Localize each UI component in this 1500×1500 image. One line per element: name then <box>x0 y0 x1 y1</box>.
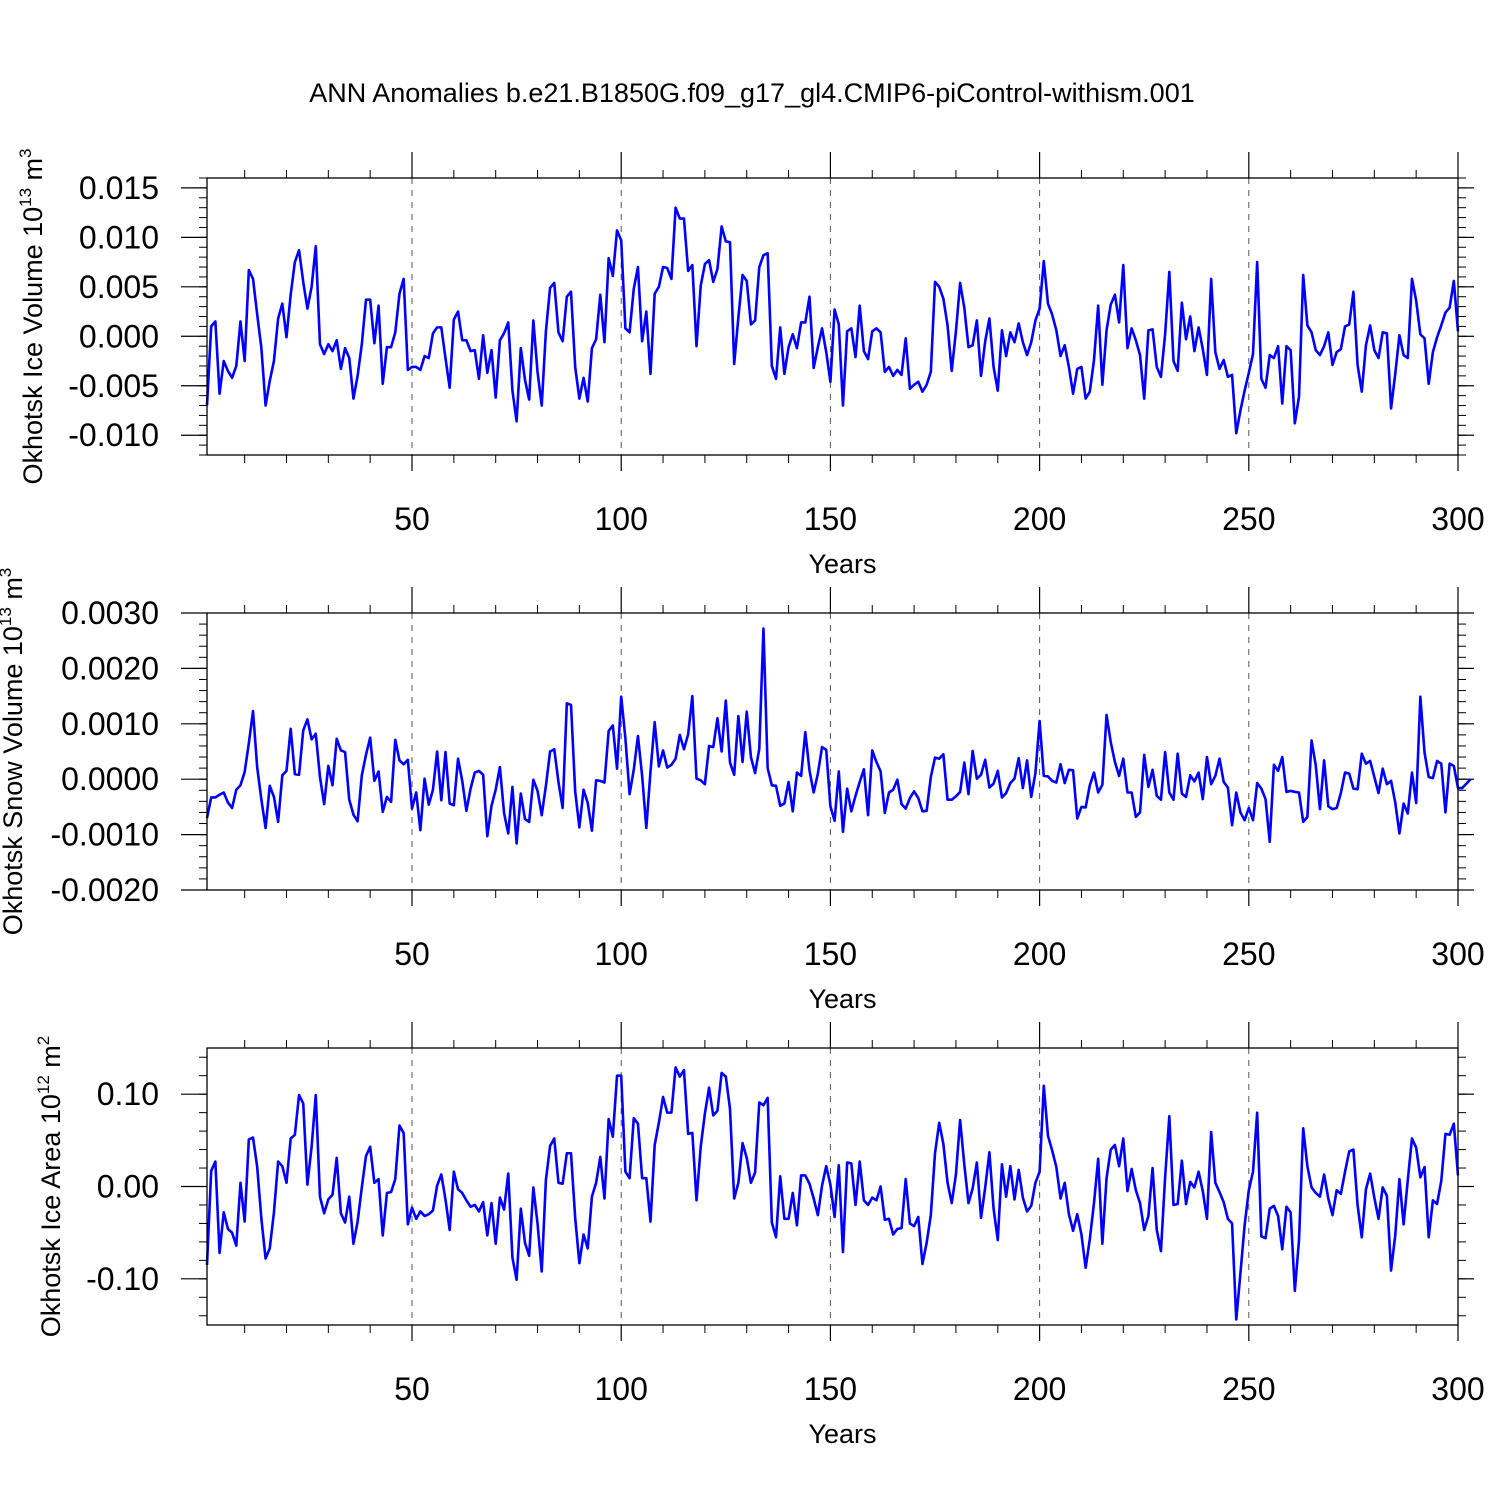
x-tick-label: 200 <box>1013 1371 1066 1407</box>
y-tick-label: 0.005 <box>79 269 159 305</box>
x-tick-label: 100 <box>595 501 648 537</box>
y-tick-label: -0.0010 <box>50 817 159 853</box>
series-line <box>205 1066 1460 1321</box>
y-tick-label: -0.005 <box>68 368 159 404</box>
y-axis-label: Okhotsk Ice Volume 1013 m3 <box>16 148 48 484</box>
x-tick-label: 50 <box>394 1371 430 1407</box>
x-tick-label: 250 <box>1222 1371 1275 1407</box>
y-tick-label: -0.010 <box>68 417 159 453</box>
y-tick-label: 0.015 <box>79 170 159 206</box>
x-tick-label: 300 <box>1431 501 1484 537</box>
x-tick-label: 50 <box>394 936 430 972</box>
panel-2: 50 100 150 200 250 300 0.0030 0.0020 0.0010 0.000… <box>0 568 1485 1014</box>
series-line <box>205 627 1472 845</box>
panel-1: 50 100 150 200 250 300 0.015 0.010 0.005 0.000 -0.… <box>16 148 1485 579</box>
x-tick-label: 100 <box>595 1371 648 1407</box>
plot-frame <box>206 1047 1459 1326</box>
y-tick-label: -0.0020 <box>50 872 159 908</box>
x-tick-label: 150 <box>804 936 857 972</box>
x-axis-label: Years <box>808 984 876 1014</box>
y-axis-label: Okhotsk Snow Volume 1013 m3 <box>0 568 28 936</box>
x-tick-label: 250 <box>1222 936 1275 972</box>
y-tick-label: 0.0010 <box>61 706 159 742</box>
y-tick-label: 0.000 <box>79 318 159 354</box>
figure-title: ANN Anomalies b.e21.B1850G.f09_g17_gl4.C… <box>309 78 1194 108</box>
x-tick-label: 200 <box>1013 501 1066 537</box>
x-tick-label: 200 <box>1013 936 1066 972</box>
x-tick-label: 150 <box>804 1371 857 1407</box>
plot-frame <box>206 612 1459 891</box>
x-tick-label: 300 <box>1431 1371 1484 1407</box>
x-tick-label: 100 <box>595 936 648 972</box>
x-axis-label: Years <box>808 1419 876 1449</box>
y-tick-label: 0.0020 <box>61 650 159 686</box>
y-tick-label: 0.10 <box>97 1076 159 1112</box>
series-line <box>205 206 1460 435</box>
y-tick-label: 0.010 <box>79 219 159 255</box>
plot-frame <box>206 177 1459 456</box>
x-tick-label: 300 <box>1431 936 1484 972</box>
y-tick-label: 0.0030 <box>61 595 159 631</box>
x-tick-label: 50 <box>394 501 430 537</box>
y-axis-label: Okhotsk Ice Area 1012 m2 <box>34 1036 66 1338</box>
panel-3: 50 100 150 200 250 300 0.10 0.00 -0.10 Years Okhot… <box>34 1022 1485 1449</box>
y-tick-label: 0.00 <box>97 1169 159 1205</box>
y-tick-label: 0.0000 <box>61 761 159 797</box>
x-axis-label: Years <box>808 549 876 579</box>
panels-container: 50 100 150 200 250 300 0.015 0.010 0.005 0.000 -0.… <box>0 148 1485 1449</box>
y-tick-label: -0.10 <box>86 1261 159 1297</box>
x-tick-label: 250 <box>1222 501 1275 537</box>
x-tick-label: 150 <box>804 501 857 537</box>
